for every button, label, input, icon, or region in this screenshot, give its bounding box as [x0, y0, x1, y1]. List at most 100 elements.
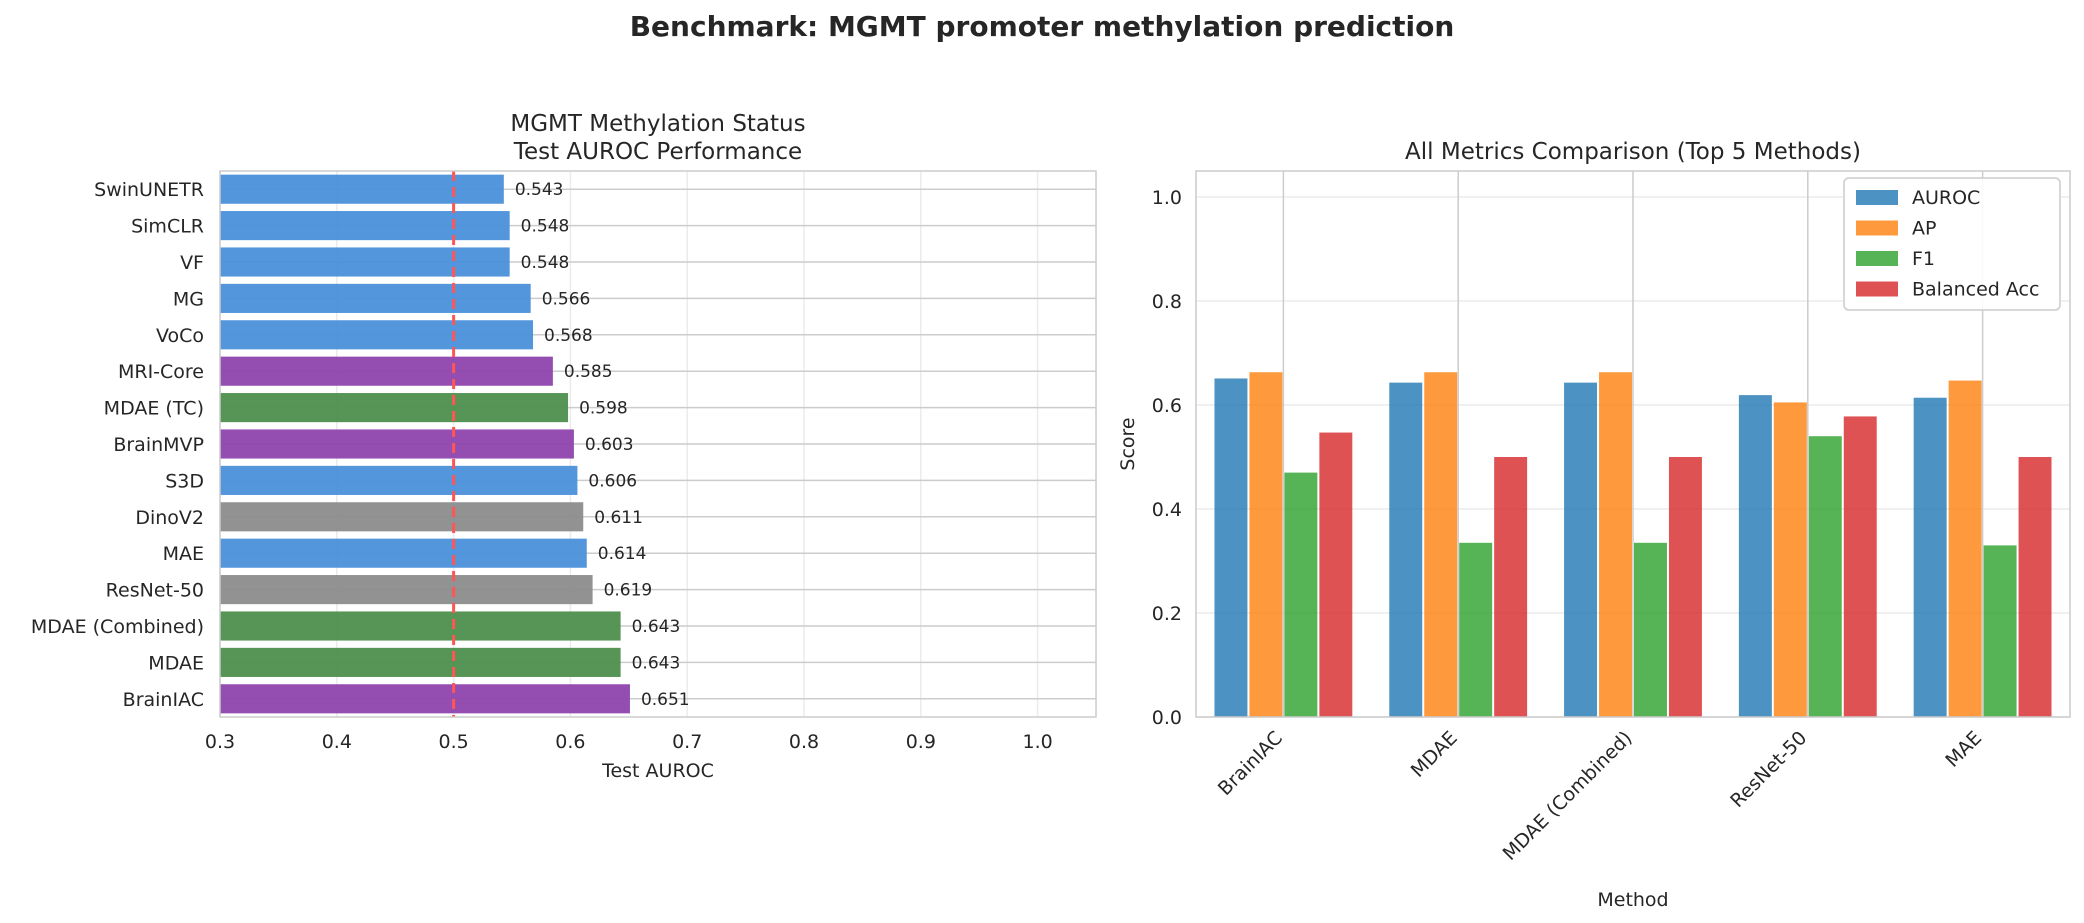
chart1-category-label: VoCo [156, 325, 204, 347]
chart1-bar [220, 502, 584, 532]
chart1-xtick-label: 0.8 [789, 731, 819, 753]
chart1-bar [220, 575, 593, 605]
chart2-legend-swatch [1856, 281, 1898, 297]
chart1-category-label: VF [180, 252, 204, 274]
chart2-legend-swatch [1856, 190, 1898, 205]
chart2-bar [1983, 545, 2017, 717]
chart2-bar [1459, 542, 1493, 717]
chart2-bar [1214, 378, 1248, 717]
chart1-value-label: 0.643 [632, 653, 681, 673]
chart2-bar [1494, 457, 1528, 717]
chart1-bar [220, 393, 569, 423]
chart2-category-label: MDAE [1407, 727, 1462, 782]
chart1-bar [220, 465, 578, 495]
chart1-xtick-label: 0.9 [906, 731, 936, 753]
chart1-value-label: 0.606 [588, 471, 637, 491]
chart2-legend: AUROC AP F1 Balanced Acc [1843, 177, 2061, 311]
chart1-category-label: MDAE (TC) [104, 398, 204, 420]
chart1-value-label: 0.611 [594, 508, 643, 528]
chart1-bar [220, 247, 510, 277]
chart2-bar [1738, 395, 1772, 717]
chart2-bar [1389, 382, 1423, 717]
chart2-legend-swatch [1856, 251, 1898, 266]
chart2-ytick-label: 1.0 [1152, 187, 1182, 209]
metrics-comparison-chart: All Metrics Comparison (Top 5 Methods) 0.… [1117, 139, 2071, 911]
chart1-category-label: SwinUNETR [94, 179, 204, 201]
chart1-category-label: MRI-Core [118, 361, 204, 383]
chart1-xtick-label: 0.3 [205, 731, 235, 753]
chart2-ytick-label: 0.6 [1152, 395, 1182, 417]
figure-title: Benchmark: MGMT promoter methylation pre… [630, 10, 1455, 43]
chart2-legend-swatch [1856, 220, 1898, 236]
chart2-bar [1843, 416, 1877, 717]
chart1-value-label: 0.548 [521, 217, 570, 237]
chart1-value-label: 0.585 [564, 362, 613, 382]
chart1-value-label: 0.566 [542, 289, 591, 309]
chart1-xtick-label: 1.0 [1022, 731, 1052, 753]
chart1-value-label: 0.603 [585, 435, 634, 455]
chart2-category-label: ResNet-50 [1726, 727, 1811, 812]
chart1-category-label: ResNet-50 [106, 580, 204, 602]
chart1-category-label: SimCLR [131, 216, 204, 238]
chart2-yaxis-label: Score [1117, 417, 1139, 470]
chart2-bar [1948, 380, 1982, 717]
chart1-category-label: S3D [165, 470, 204, 492]
chart1-bar [220, 538, 587, 568]
chart1-value-label: 0.619 [604, 581, 653, 601]
chart2-title: All Metrics Comparison (Top 5 Methods) [1405, 139, 1861, 165]
chart2-ytick-label: 0.2 [1152, 603, 1182, 625]
chart1-bar [220, 684, 630, 714]
chart2-bar [1599, 372, 1632, 717]
chart1-bar [220, 356, 553, 386]
chart1-bar [220, 429, 574, 459]
chart2-legend-box [1843, 177, 2061, 311]
chart1-category-label: MDAE (Combined) [31, 616, 204, 638]
chart1-xtick-label: 0.7 [672, 731, 702, 753]
chart2-bar [1668, 457, 1702, 717]
chart1-xtick-label: 0.6 [555, 731, 585, 753]
chart2-plot-frame [1195, 170, 2071, 718]
chart1-value-label: 0.568 [544, 326, 593, 346]
chart1-xtick-label: 0.5 [438, 731, 468, 753]
chart2-ytick-label: 0.0 [1152, 707, 1182, 729]
chart2-legend-label: F1 [1912, 248, 1935, 270]
chart1-bar [220, 283, 531, 313]
chart2-bar [1424, 372, 1458, 717]
chart1-category-label: BrainIAC [123, 689, 204, 711]
chart2-category-label: MAE [1941, 727, 1986, 772]
chart2-bar [1564, 382, 1598, 717]
chart2-bar [1913, 397, 1947, 717]
chart1-value-label: 0.643 [632, 617, 681, 637]
chart2-bar [1808, 436, 1842, 717]
chart2-category-label: MDAE (Combined) [1499, 727, 1637, 865]
chart1-xaxis-label: Test AUROC [601, 760, 714, 782]
chart2-bar [1284, 472, 1318, 717]
chart1-bar [220, 611, 621, 641]
chart1-category-label: MAE [163, 543, 204, 565]
chart1-title-line2: Test AUROC Performance [513, 139, 802, 165]
chart1-value-label: 0.548 [521, 253, 570, 273]
chart2-legend-label: AP [1912, 218, 1936, 240]
chart2-legend-label: Balanced Acc [1912, 279, 2039, 301]
chart2-ytick-label: 0.4 [1152, 499, 1182, 521]
chart1-value-label: 0.598 [579, 399, 628, 419]
chart1-value-label: 0.543 [515, 180, 564, 200]
chart1-xtick-label: 0.4 [322, 731, 352, 753]
chart2-bar [1634, 542, 1667, 717]
chart1-bar [220, 211, 510, 241]
chart1-title-line1: MGMT Methylation Status [510, 111, 805, 137]
chart1-plot-frame [219, 170, 1097, 718]
chart1-category-label: MG [173, 288, 204, 310]
chart2-bar [2018, 457, 2052, 717]
chart2-bar [1249, 372, 1283, 717]
chart1-category-label: DinoV2 [135, 507, 204, 529]
chart1-category-label: MDAE [148, 652, 204, 674]
chart2-legend-label: AUROC [1912, 187, 1980, 209]
chart1-value-label: 0.651 [641, 690, 690, 710]
chart1-bar [220, 647, 621, 677]
chart1-category-label: BrainMVP [113, 434, 204, 456]
chart1-bar [220, 174, 504, 204]
chart2-bar [1319, 432, 1353, 717]
